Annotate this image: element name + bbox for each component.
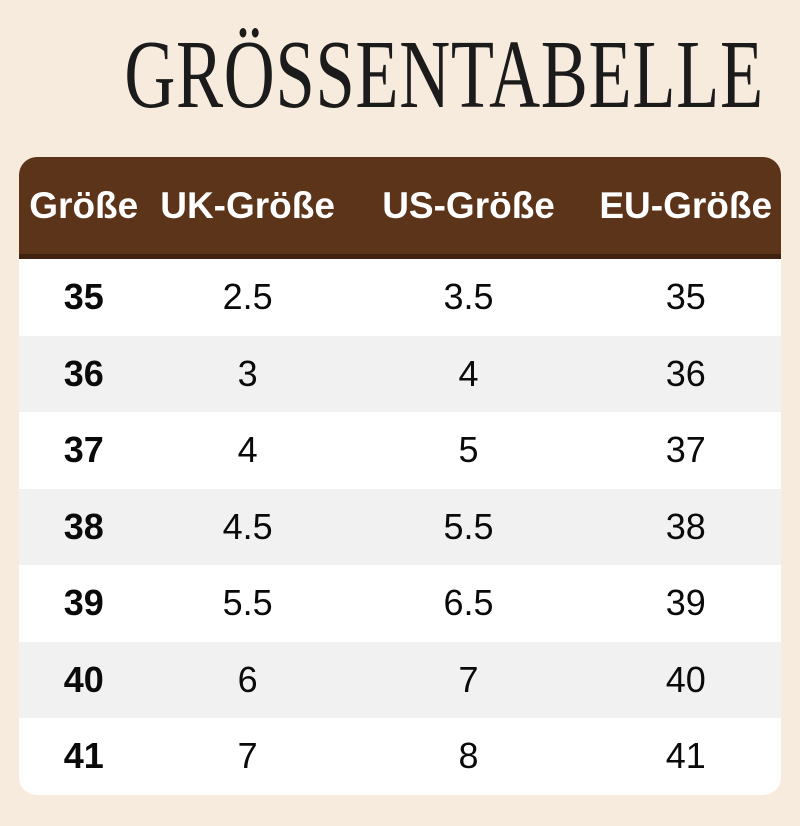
size-chart-page: GRÖSSENTABELLE Größe UK-Größe US-Größe E… (0, 26, 800, 826)
header-cell-uk-groesse: UK-Größe (160, 184, 335, 226)
table-cell: 40 (665, 658, 706, 700)
size-cell: 41 (63, 735, 104, 777)
header-cell-eu-groesse: EU-Größe (599, 184, 773, 226)
table-row: 40 6 7 40 (19, 641, 781, 718)
table-cell: 4 (458, 352, 479, 394)
table-cell: 5.5 (222, 582, 273, 624)
table-cell: 5 (458, 429, 479, 471)
table-body: 35 2.5 3.5 35 36 3 4 36 37 4 5 37 38 4.5 5.5 38 39 5.5 6.5… (19, 259, 781, 795)
table-cell: 35 (665, 276, 706, 318)
table-cell: 37 (665, 429, 706, 471)
table-cell: 41 (665, 735, 706, 777)
table-cell: 7 (237, 735, 258, 777)
table-row: 39 5.5 6.5 39 (19, 565, 781, 642)
table-row: 35 2.5 3.5 35 (19, 259, 781, 336)
size-cell: 36 (63, 352, 104, 394)
table-cell: 5.5 (443, 505, 494, 547)
table-cell: 38 (665, 505, 706, 547)
size-chart-table: Größe UK-Größe US-Größe EU-Größe 35 2.5 3.… (19, 157, 781, 795)
size-cell: 40 (63, 658, 104, 700)
table-cell: 4.5 (222, 505, 273, 547)
table-row: 37 4 5 37 (19, 412, 781, 489)
size-cell: 38 (63, 505, 104, 547)
table-cell: 4 (237, 429, 258, 471)
table-cell: 3 (237, 352, 258, 394)
size-cell: 37 (63, 429, 104, 471)
size-cell: 39 (63, 582, 104, 624)
page-title: GRÖSSENTABELLE (0, 26, 800, 124)
size-cell: 35 (63, 276, 104, 318)
table-cell: 39 (665, 582, 706, 624)
table-header-row: Größe UK-Größe US-Größe EU-Größe (19, 157, 781, 259)
table-cell: 6.5 (443, 582, 494, 624)
page-title-text: GRÖSSENTABELLE (124, 21, 764, 129)
table-row: 41 7 8 41 (19, 718, 781, 795)
header-cell-us-groesse: US-Größe (382, 184, 555, 226)
table-cell: 8 (458, 735, 479, 777)
table-cell: 3.5 (443, 276, 494, 318)
table-row: 38 4.5 5.5 38 (19, 488, 781, 565)
table-cell: 36 (665, 352, 706, 394)
table-cell: 6 (237, 658, 258, 700)
header-cell-groesse: Größe (29, 184, 139, 226)
table-cell: 2.5 (222, 276, 273, 318)
table-cell: 7 (458, 658, 479, 700)
table-row: 36 3 4 36 (19, 335, 781, 412)
